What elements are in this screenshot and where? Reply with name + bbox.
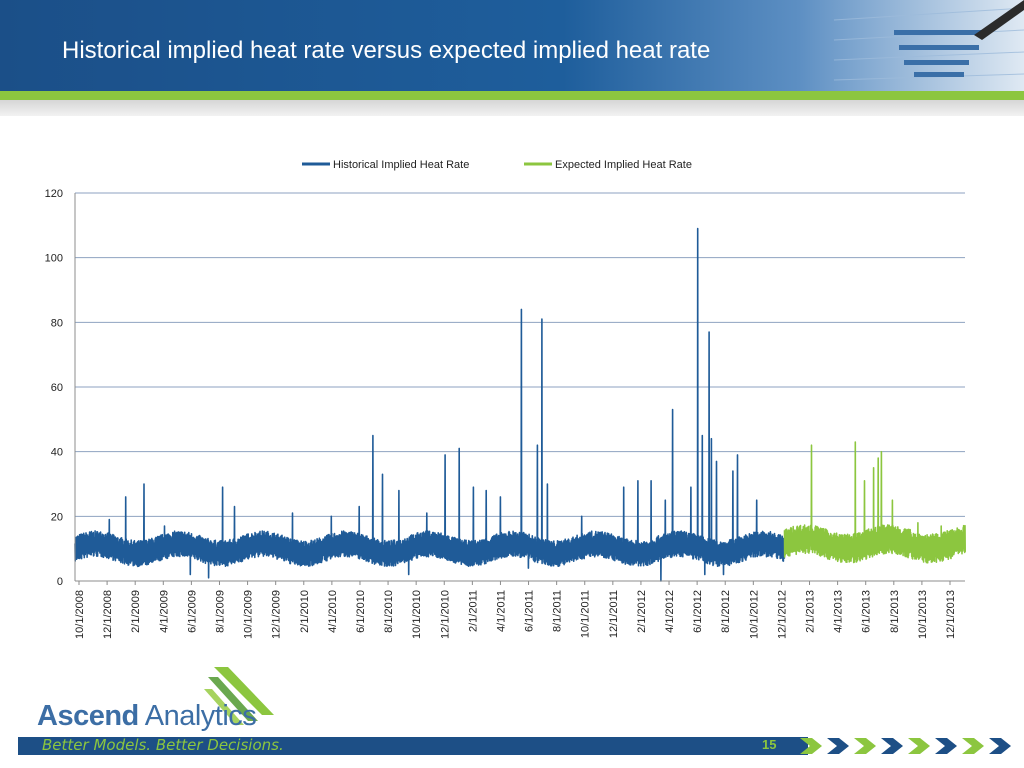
header-gray-stripe [0,100,1024,116]
x-tick-label: 2/1/2013 [805,590,817,633]
chart-series [74,227,966,582]
x-tick-label: 6/1/2009 [186,590,198,633]
y-tick-label: 20 [51,511,63,523]
chart-gridlines [75,192,965,517]
x-tick-label: 6/1/2012 [692,590,704,633]
x-tick-label: 8/1/2010 [383,590,395,633]
x-tick-label: 12/1/2010 [439,590,451,639]
x-tick-label: 4/1/2010 [327,590,339,633]
ascend-analytics-logo-mark [204,667,274,725]
heat-rate-chart: Historical Implied Heat Rate Expected Imp… [45,159,966,639]
x-tick-label: 6/1/2011 [524,590,536,632]
x-tick-label: 6/1/2013 [861,590,873,633]
y-tick-label: 0 [57,576,63,588]
x-tick-label: 12/1/2008 [102,590,114,639]
slide-title: Historical implied heat rate versus expe… [62,37,711,64]
chart-legend: Historical Implied Heat Rate Expected Imp… [302,159,692,171]
chevron-decoration [800,738,822,754]
header-chart-graphic [833,0,1024,81]
x-tick-label: 12/1/2011 [608,590,620,638]
x-tick-label: 4/1/2009 [158,590,170,633]
x-tick-label: 10/1/2012 [748,590,760,639]
x-tick-label: 12/1/2012 [776,590,788,639]
chevron-decoration [881,738,903,754]
x-tick-label: 2/1/2012 [636,590,648,633]
chevron-decoration [989,738,1011,754]
x-tick-label: 10/1/2008 [74,590,86,639]
x-tick-label: 4/1/2013 [833,590,845,633]
y-axis-tick-labels: 0 20 40 60 80 100 120 [45,188,63,588]
chevron-decoration [854,738,876,754]
footer-chevrons-decoration [800,738,1011,754]
legend-label: Expected Implied Heat Rate [555,159,692,171]
x-tick-label: 12/1/2009 [271,590,283,639]
x-tick-label: 10/1/2009 [243,590,255,639]
x-tick-label: 8/1/2013 [889,590,901,633]
y-tick-label: 100 [45,253,63,265]
x-tick-label: 10/1/2011 [580,590,592,638]
x-tick-label: 2/1/2011 [467,590,479,632]
x-tick-label: 8/1/2012 [720,590,732,633]
chevron-decoration [827,738,849,754]
x-tick-label: 8/1/2011 [552,590,564,632]
x-tick-label: 6/1/2010 [355,590,367,633]
logo-wordmark-light: Analytics [138,700,257,732]
slide-header [0,0,1024,98]
chevron-decoration [935,738,957,754]
header-green-stripe [0,91,1024,100]
chevron-decoration [962,738,984,754]
footer-bar [18,737,808,755]
logo-wordmark-bold: Ascend [37,700,139,732]
y-tick-label: 120 [45,188,63,200]
expected-heat-rate-line [783,441,966,564]
legend-label: Historical Implied Heat Rate [333,159,469,171]
x-tick-label: 4/1/2011 [495,590,507,632]
y-tick-label: 40 [51,447,63,459]
x-tick-label: 2/1/2010 [299,590,311,633]
y-tick-label: 60 [51,382,63,394]
footer-tagline: Better Models. Better Decisions. [42,736,284,754]
x-tick-label: 10/1/2010 [411,590,423,639]
y-tick-label: 80 [51,317,63,329]
x-tick-label: 10/1/2013 [917,590,929,639]
x-axis-tick-labels: 10/1/2008 12/1/2008 2/1/2009 4/1/2009 6/1/20… [74,581,957,639]
logo-wordmark: Ascend Analytics [37,700,257,733]
x-tick-label: 8/1/2009 [214,590,226,633]
historical-heat-rate-line [74,227,786,582]
x-tick-label: 2/1/2009 [130,590,142,633]
page-number: 15 [762,737,777,752]
x-tick-label: 4/1/2012 [664,590,676,633]
x-tick-label: 12/1/2013 [945,590,957,639]
chevron-decoration [908,738,930,754]
